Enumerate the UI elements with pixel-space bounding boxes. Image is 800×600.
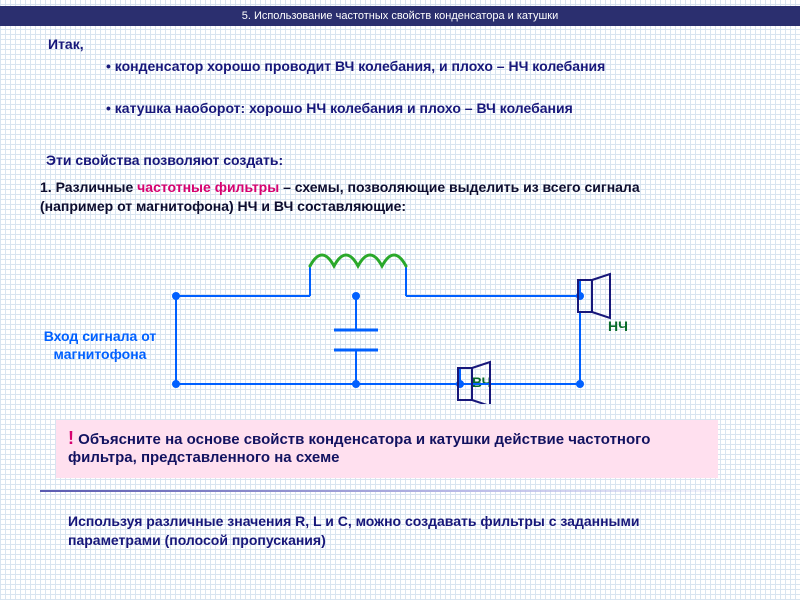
bullet-capacitor: • конденсатор хорошо проводит ВЧ колебан… bbox=[106, 58, 686, 74]
bullet-inductor-text: катушка наоборот: хорошо НЧ колебания и … bbox=[115, 100, 573, 116]
circuit-diagram bbox=[140, 244, 640, 404]
bullet-dot-icon: • bbox=[106, 58, 115, 74]
para-lead: 1. Различные bbox=[40, 179, 137, 195]
bullet-dot-icon: • bbox=[106, 100, 115, 116]
intro-word: Итак, bbox=[48, 36, 84, 52]
para-highlight: частотные фильтры bbox=[137, 179, 279, 195]
filter-paragraph: 1. Различные частотные фильтры – схемы, … bbox=[40, 178, 640, 216]
horizontal-rule bbox=[40, 490, 760, 492]
properties-allow: Эти свойства позволяют создать: bbox=[46, 152, 283, 168]
bullet-inductor: • катушка наоборот: хорошо НЧ колебания … bbox=[106, 100, 686, 116]
question-text: Объясните на основе свойств конденсатора… bbox=[68, 431, 650, 466]
section-title-bar: 5. Использование частотных свойств конде… bbox=[0, 6, 800, 26]
question-box: ! Объясните на основе свойств конденсато… bbox=[56, 420, 718, 478]
bullet-capacitor-text: конденсатор хорошо проводит ВЧ колебания… bbox=[115, 58, 606, 74]
footer-note: Используя различные значения R, L и C, м… bbox=[68, 512, 728, 550]
